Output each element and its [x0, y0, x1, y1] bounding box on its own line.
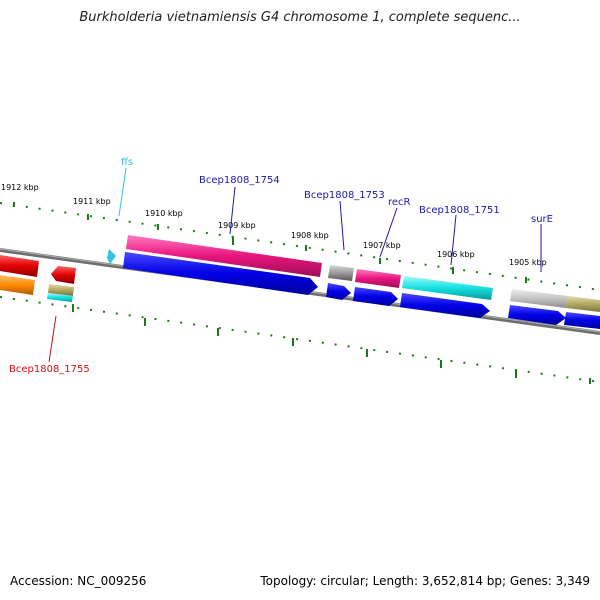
lower-left-features [0, 275, 74, 302]
cds-recr[interactable] [353, 287, 398, 306]
kbp-label-1908: 1908 kbp [291, 231, 329, 240]
topology-summary: Topology: circular; Length: 3,652,814 bp… [260, 574, 590, 588]
label-bcep1808-1755[interactable]: Bcep1808_1755 [9, 364, 90, 375]
kbp-label-1911: 1911 kbp [73, 197, 111, 206]
map-title: Burkholderia vietnamiensis G4 chromosome… [79, 10, 521, 25]
gene-sure[interactable] [510, 289, 568, 308]
gene-ffs[interactable] [107, 249, 116, 264]
cds-right-edge[interactable] [564, 312, 600, 329]
cds-sure[interactable] [508, 305, 566, 325]
gene-left-red[interactable] [0, 255, 39, 277]
label-bcep1808-1753[interactable]: Bcep1808_1753 [304, 190, 385, 201]
kbp-label-1910: 1910 kbp [145, 209, 183, 218]
kbp-label-1907: 1907 kbp [363, 241, 401, 250]
cds-bcep1808-1753[interactable] [326, 283, 351, 300]
kbp-label-1906: 1906 kbp [437, 250, 475, 259]
inner-major-ticks [72, 304, 591, 384]
gene-bcep1808-1755[interactable] [47, 293, 73, 302]
kbp-label-1909: 1909 kbp [218, 221, 256, 230]
outer-major-ticks [13, 202, 527, 283]
label-bcep1808-1754[interactable]: Bcep1808_1754 [199, 175, 280, 186]
gene-left-olive[interactable] [48, 284, 74, 296]
accession-text: Accession: NC_009256 [10, 574, 147, 588]
cds-bcep1808-1751[interactable] [400, 293, 490, 318]
gene-bcep1808-1753[interactable] [328, 265, 354, 281]
gene-bcep1808-1751[interactable] [402, 276, 493, 300]
kbp-label-1905: 1905 kbp [509, 258, 547, 267]
label-ffs[interactable]: ffs [121, 157, 133, 168]
kbp-label-1912: 1912 kbp [1, 183, 39, 192]
forward-features [0, 235, 600, 312]
cds-features [123, 252, 600, 329]
gene-red-arrow[interactable] [51, 266, 76, 284]
gene-right-olive[interactable] [566, 296, 600, 312]
leader-lines [48, 167, 542, 363]
cds-bcep1808-1754[interactable] [123, 252, 318, 295]
gene-left-orange[interactable] [0, 275, 35, 295]
label-bcep1808-1751[interactable]: Bcep1808_1751 [419, 205, 500, 216]
gene-bcep1808-1754[interactable] [126, 235, 322, 277]
gene-recr[interactable] [355, 269, 401, 288]
label-sure[interactable]: surE [531, 214, 553, 225]
label-recr[interactable]: recR [388, 197, 411, 208]
